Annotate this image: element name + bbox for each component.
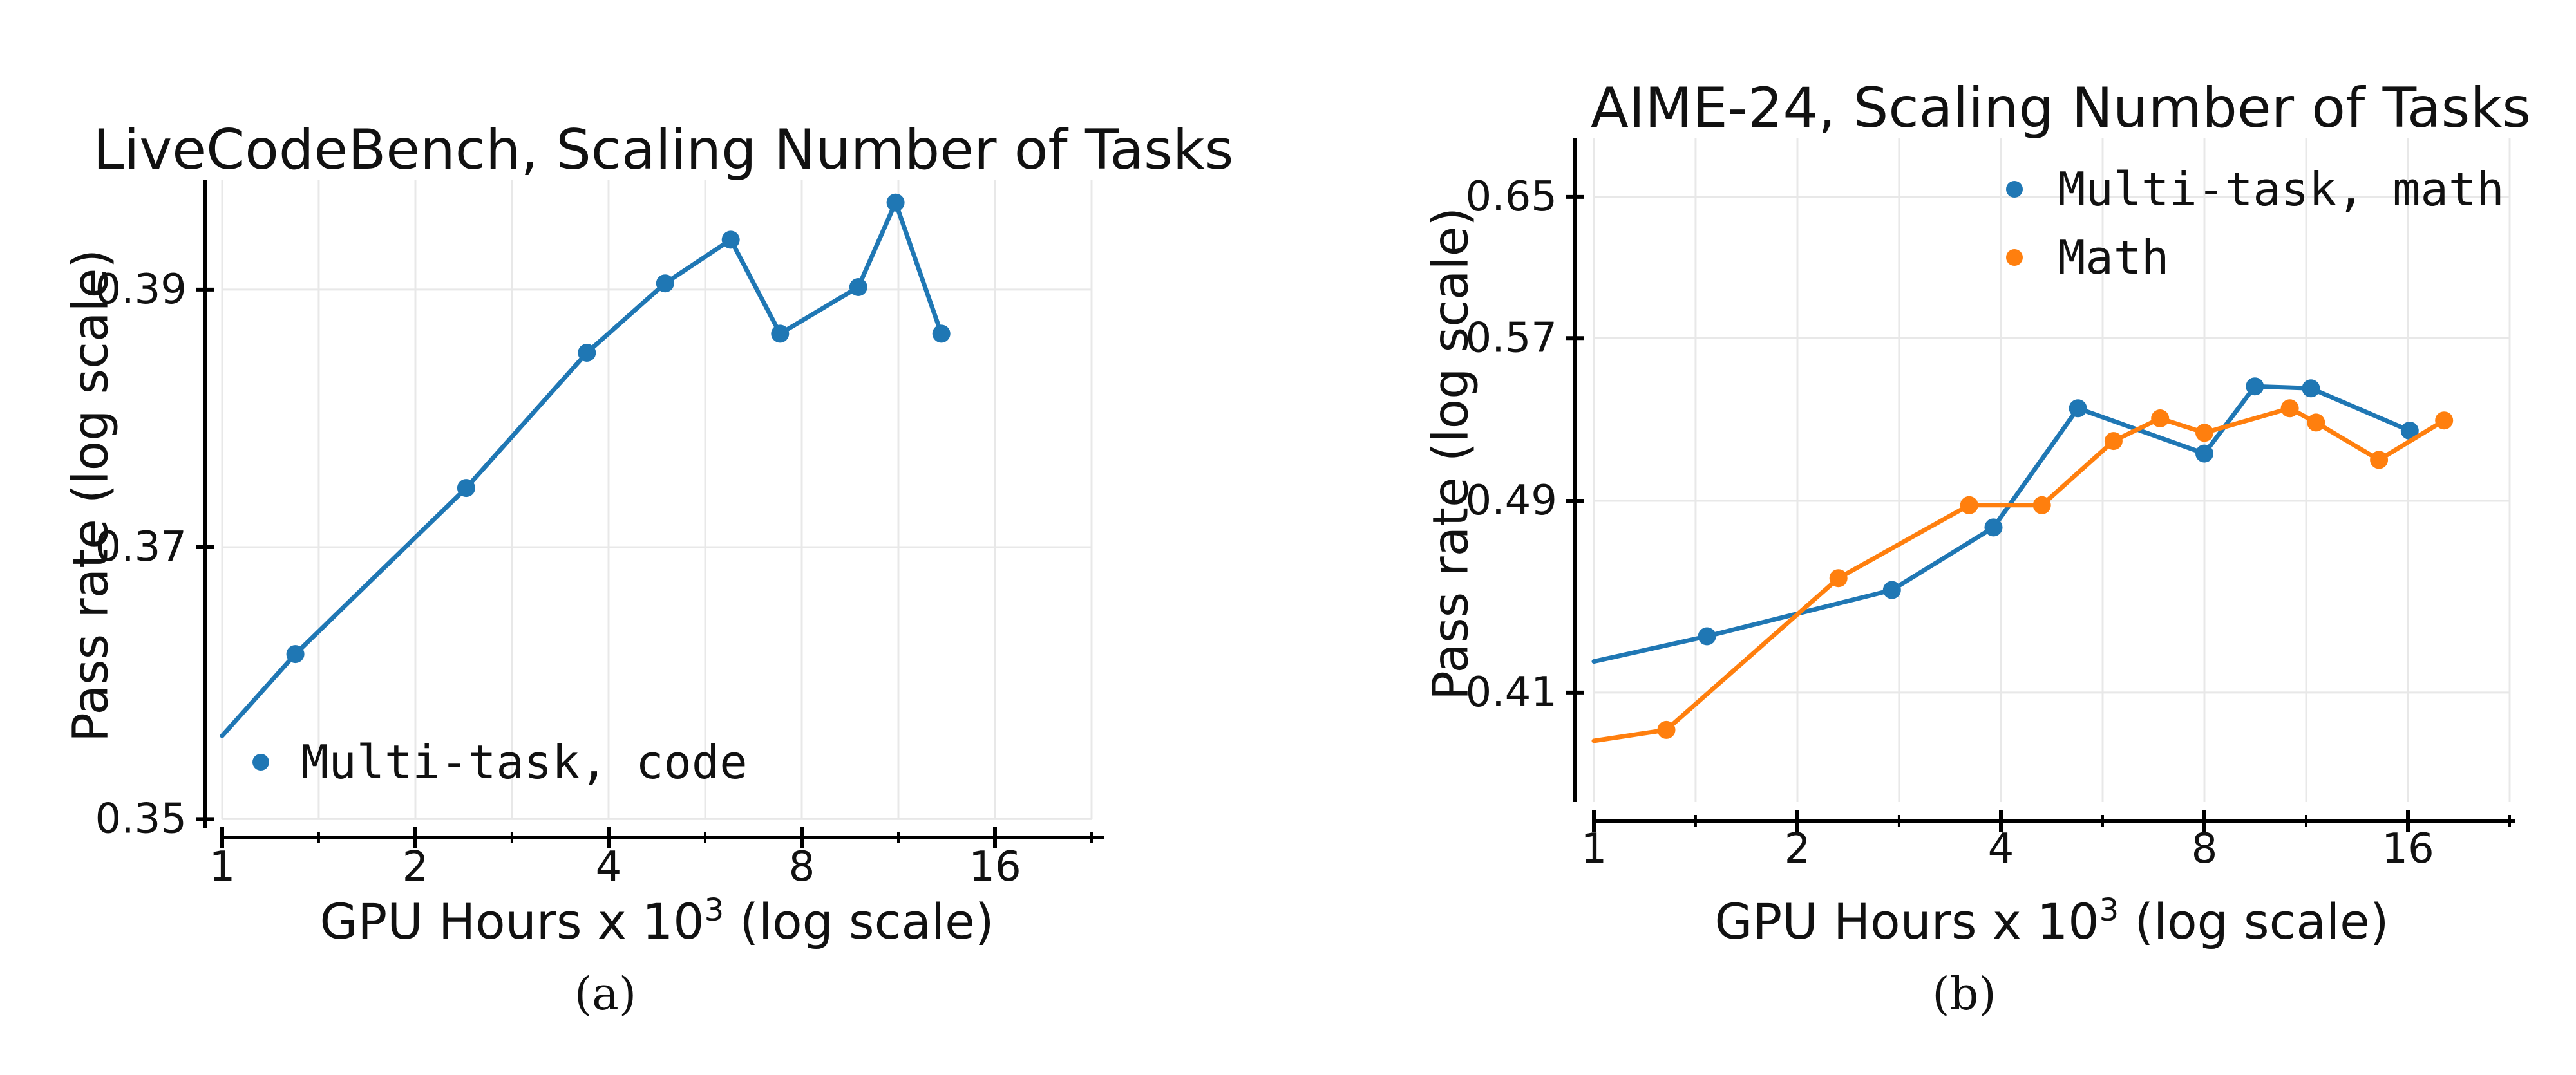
data-point-marker — [2195, 424, 2213, 442]
legend-marker — [252, 754, 269, 771]
data-point-marker — [2370, 451, 2389, 469]
legend-label: Math — [2058, 230, 2169, 285]
legend-layer: Multi-task, math Math — [2006, 162, 2505, 285]
legend-marker — [2006, 181, 2023, 198]
x-tick-label: 2 — [402, 843, 429, 891]
grid-layer — [1593, 138, 2511, 802]
x-axis-label-suffix: (log scale) — [724, 893, 994, 950]
x-axis-label-prefix: GPU Hours x 10 — [319, 893, 704, 950]
series-line — [220, 200, 944, 738]
series-layer — [220, 193, 951, 738]
data-point-marker — [1698, 627, 1716, 646]
y-tick-label: 0.49 — [1466, 477, 1558, 525]
data-point-marker — [2400, 422, 2419, 440]
x-tick-label: 16 — [969, 843, 1021, 891]
y-axis-label: Pass rate (log scale) — [62, 249, 119, 742]
livecodebench-chart: 1 2 4 8 16 0.35 0.37 0.39 Multi-task, code Live… — [62, 118, 1234, 1020]
data-point-marker — [2302, 379, 2320, 398]
data-point-marker — [2307, 413, 2325, 432]
chart-title: AIME-24, Scaling Number of Tasks — [1591, 76, 2531, 140]
data-point-marker — [886, 193, 905, 212]
data-point-marker — [1657, 720, 1676, 739]
legend-marker — [2006, 249, 2023, 266]
data-point-marker — [2151, 409, 2170, 427]
y-axis-label: Pass rate (log scale) — [1422, 207, 1479, 700]
subfigure-caption-a: (a) — [574, 968, 636, 1020]
data-point-marker — [721, 230, 740, 249]
data-point-marker — [457, 479, 475, 498]
data-point-marker — [1984, 518, 2003, 537]
y-tick-label: 0.57 — [1466, 314, 1558, 362]
axis-layer: 1 2 4 8 16 0.35 0.37 0.39 — [95, 180, 1104, 891]
data-point-marker — [932, 324, 951, 343]
data-point-marker — [849, 278, 867, 296]
y-tick-label: 0.39 — [95, 266, 187, 313]
grid-layer — [221, 180, 1093, 820]
x-tick-label: 4 — [1988, 825, 2014, 873]
data-point-marker — [2032, 496, 2051, 514]
axis-layer: 1 2 4 8 16 0.41 0.49 0.57 0.65 — [1466, 138, 2515, 873]
data-point-marker — [2195, 444, 2213, 463]
data-point-marker — [578, 344, 596, 362]
x-tick-label: 1 — [1581, 825, 1607, 873]
x-axis-label-superscript: 3 — [705, 892, 724, 928]
x-axis-label: GPU Hours x 103 (log scale) — [319, 892, 994, 950]
x-axis-label-prefix: GPU Hours x 10 — [1714, 893, 2099, 950]
x-axis-label-superscript: 3 — [2099, 892, 2119, 928]
x-axis-label: GPU Hours x 103 (log scale) — [1714, 892, 2389, 950]
data-point-marker — [2280, 399, 2299, 418]
legend-label: Multi-task, code — [301, 735, 748, 789]
data-point-marker — [2246, 377, 2264, 396]
chart-title: LiveCodeBench, Scaling Number of Tasks — [93, 118, 1234, 182]
series-line — [1591, 406, 2447, 743]
data-point-marker — [1882, 581, 1901, 599]
y-tick-label: 0.41 — [1466, 669, 1558, 716]
data-point-marker — [2104, 432, 2123, 451]
y-tick-label: 0.35 — [95, 795, 187, 843]
subfigure-caption-b: (b) — [1932, 968, 1996, 1020]
x-tick-label: 2 — [1785, 825, 1811, 873]
legend-label: Multi-task, math — [2058, 162, 2505, 216]
data-point-marker — [1829, 569, 1848, 588]
legend-layer: Multi-task, code — [252, 735, 748, 789]
data-point-marker — [286, 645, 305, 664]
data-point-marker — [1960, 496, 1978, 514]
x-tick-label: 16 — [2382, 825, 2434, 873]
x-tick-label: 1 — [209, 843, 236, 891]
series-layer — [1591, 377, 2454, 743]
data-point-marker — [2435, 411, 2454, 430]
y-tick-label: 0.37 — [95, 523, 187, 571]
x-tick-label: 8 — [2192, 825, 2218, 873]
data-point-marker — [2069, 399, 2087, 418]
x-axis-label-suffix: (log scale) — [2119, 893, 2389, 950]
x-tick-label: 8 — [789, 843, 815, 891]
aime24-chart: 1 2 4 8 160.410.490.570.65 Multi-task, mathM… — [1422, 76, 2532, 1020]
data-point-marker — [656, 274, 674, 293]
y-tick-label: 0.65 — [1466, 173, 1558, 221]
x-tick-label: 4 — [596, 843, 622, 891]
data-point-marker — [771, 324, 790, 343]
